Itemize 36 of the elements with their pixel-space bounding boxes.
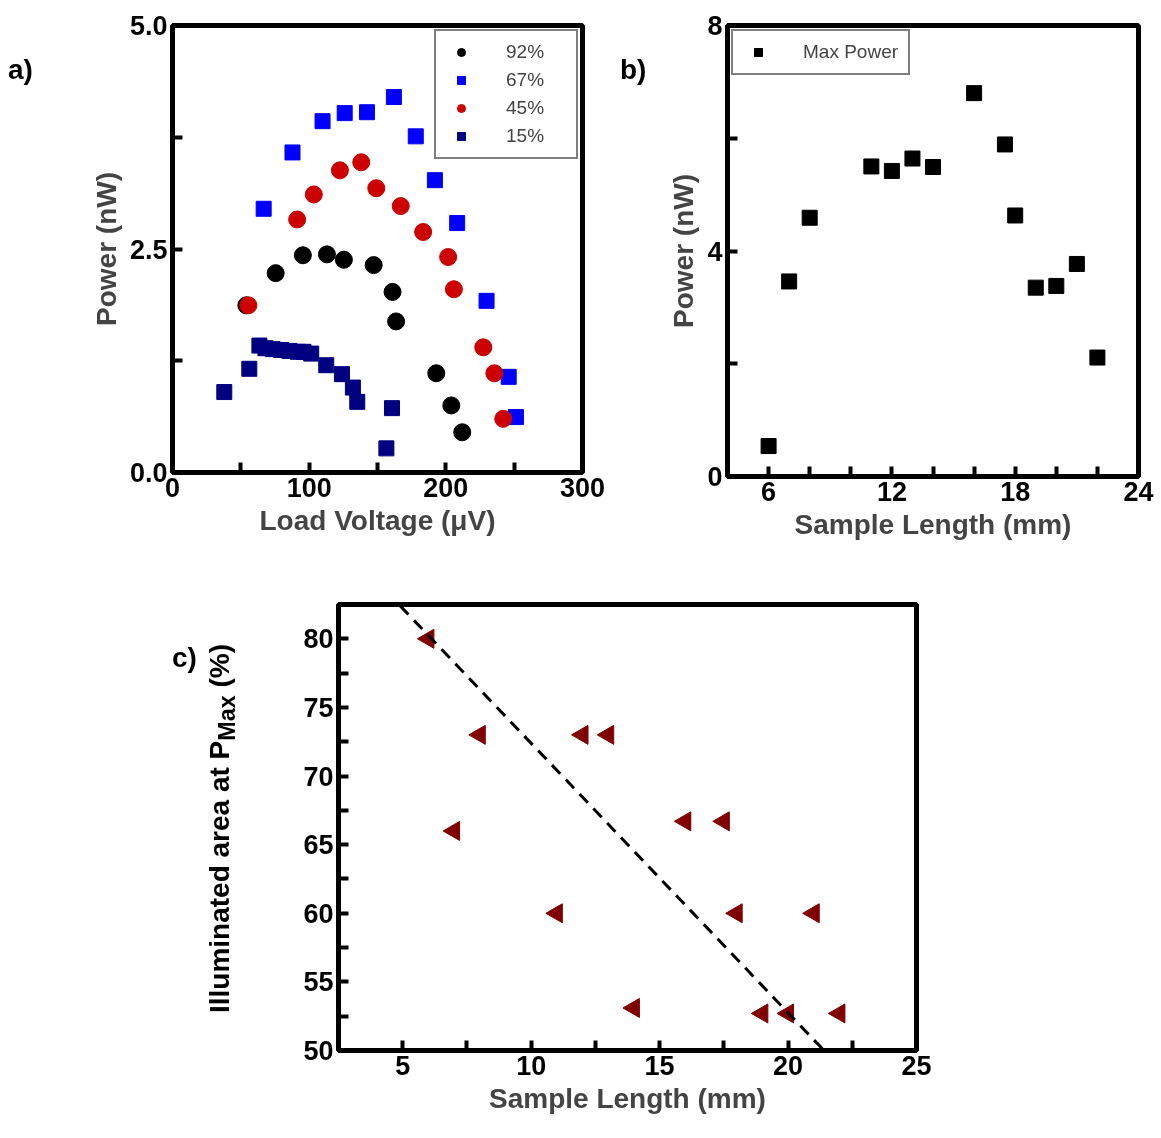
y-axis-title: Power (nW): [90, 171, 122, 326]
y-tick-label: 2.5: [129, 234, 168, 265]
legend-label: Max Power: [803, 41, 899, 63]
y-tick-label: 50: [303, 1036, 334, 1066]
y-tick-label: 5.0: [129, 11, 168, 41]
x-tick-label: 12: [876, 476, 907, 507]
y-tick-label: 65: [303, 830, 334, 861]
y-tick-label: 75: [303, 692, 334, 723]
x-axis-title: Sample Length (mm): [489, 1082, 766, 1114]
y-tick-label: 70: [303, 761, 334, 792]
x-tick-label: 10: [516, 1050, 547, 1081]
legend-label: 45%: [506, 97, 546, 119]
legend-label: 15%: [506, 125, 546, 147]
x-tick-label: 5: [395, 1050, 411, 1081]
legend-label: 92%: [506, 41, 546, 63]
y-tick-label: 60: [303, 898, 334, 929]
y-tick-label: 4: [707, 236, 723, 267]
text: c): [172, 641, 197, 675]
y-axis-title: Power (nW): [668, 173, 700, 328]
y-tick-label: 55: [303, 967, 334, 998]
x-axis-title: Load Voltage (μV): [259, 504, 496, 536]
x-axis-title: Sample Length (mm): [794, 508, 1072, 540]
x-tick-label: 24: [1123, 476, 1154, 507]
text: a): [8, 53, 33, 87]
x-tick-label: 18: [1000, 476, 1031, 507]
text: b): [620, 53, 647, 87]
x-tick-label: 300: [559, 472, 606, 503]
x-tick-label: 25: [901, 1050, 932, 1081]
x-tick-label: 15: [644, 1050, 675, 1081]
x-tick-label: 100: [286, 472, 332, 503]
legend-label: 67%: [506, 69, 546, 91]
x-tick-label: 20: [773, 1050, 804, 1081]
x-tick-label: 6: [761, 476, 777, 507]
x-tick-label: 200: [423, 472, 469, 503]
y-tick-label: 80: [303, 624, 334, 655]
y-tick-label: 8: [707, 11, 723, 41]
